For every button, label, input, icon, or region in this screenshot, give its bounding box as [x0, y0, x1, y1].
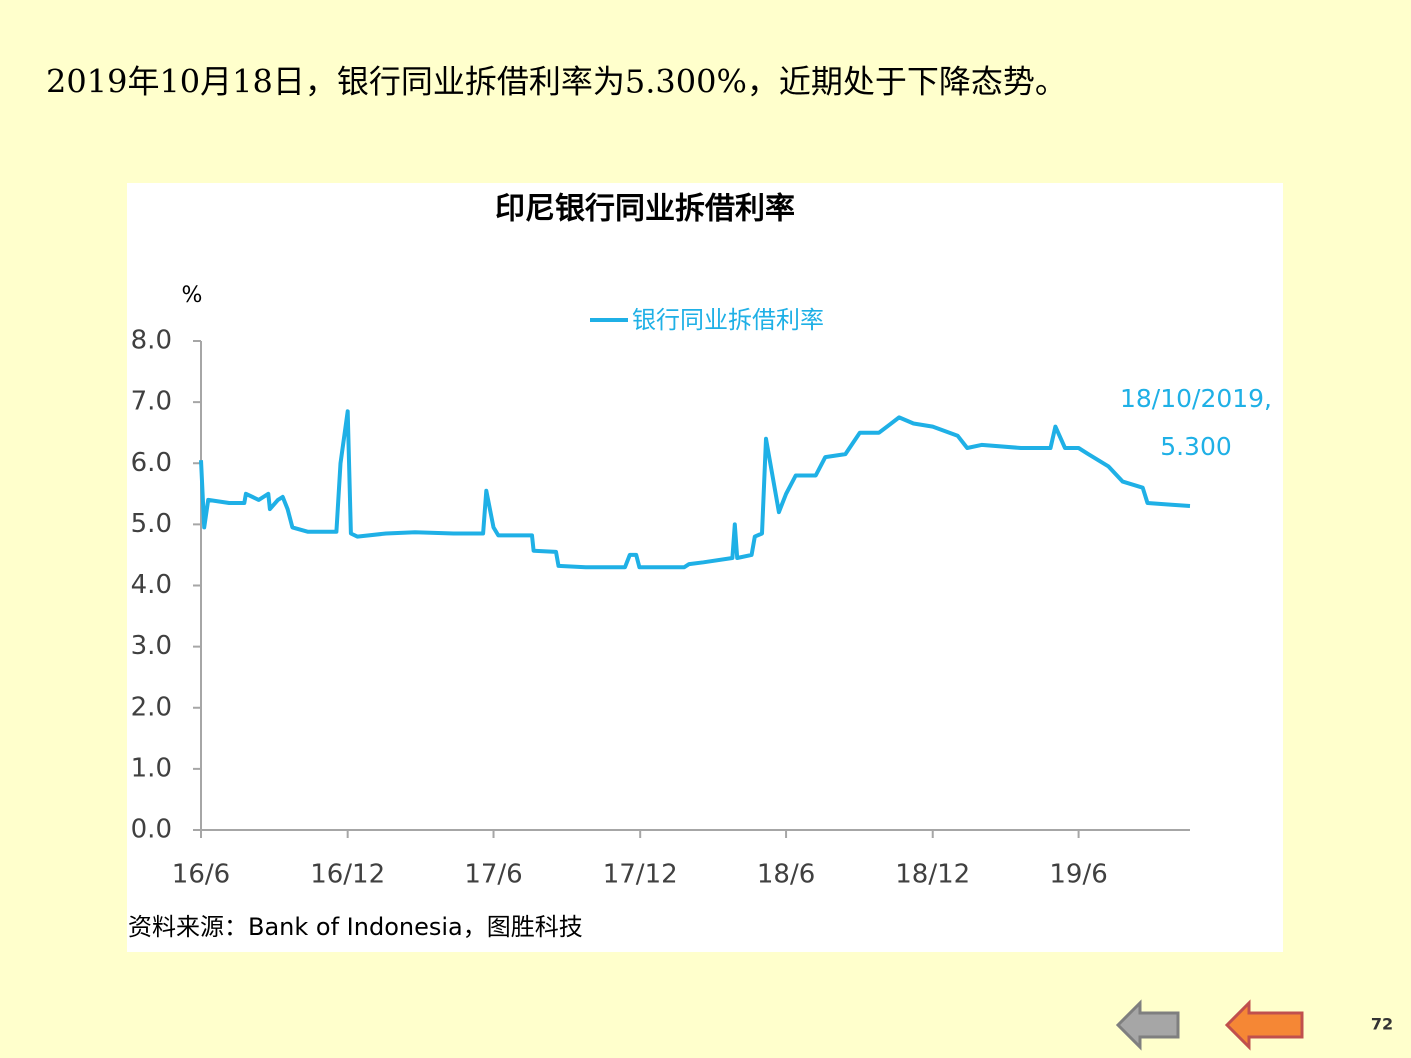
- back-button[interactable]: [1115, 999, 1180, 1051]
- y-tick-label: 4.0: [131, 570, 172, 600]
- x-tick-label: 17/12: [603, 860, 678, 890]
- x-tick-label: 18/12: [895, 860, 970, 890]
- header-text: 2019年10月18日，银行同业拆借利率为5.300%，近期处于下降态势。: [46, 63, 1067, 101]
- chart-area: [127, 183, 1283, 952]
- annotation: 5.300: [1160, 432, 1232, 461]
- x-tick-label: 16/12: [310, 860, 385, 890]
- legend-label: 银行同业拆借利率: [632, 306, 824, 334]
- return-button[interactable]: [1224, 999, 1304, 1051]
- data-line: [199, 409, 1191, 570]
- x-tick-label: 17/6: [464, 860, 522, 890]
- y-tick-label: 1.0: [131, 753, 172, 783]
- x-tick-label: 19/6: [1049, 860, 1107, 890]
- x-tick-label: 16/6: [172, 860, 230, 890]
- x-tick-label: 18/6: [757, 860, 815, 890]
- y-tick-label: 2.0: [131, 692, 172, 722]
- y-tick-label: 8.0: [131, 326, 172, 356]
- y-tick-label: 5.0: [131, 509, 172, 539]
- chart-title: 印尼银行同业拆借利率: [495, 192, 795, 227]
- y-tick-label: 0.0: [131, 815, 172, 845]
- y-tick-label: 7.0: [131, 387, 172, 417]
- y-tick-label: 3.0: [131, 631, 172, 661]
- y-axis-label: %: [182, 283, 203, 308]
- annotation: 18/10/2019,: [1120, 384, 1272, 413]
- y-tick-label: 6.0: [131, 448, 172, 478]
- page-number: 72: [1371, 1015, 1393, 1034]
- source-note: 资料来源：Bank of Indonesia，图胜科技: [128, 913, 583, 941]
